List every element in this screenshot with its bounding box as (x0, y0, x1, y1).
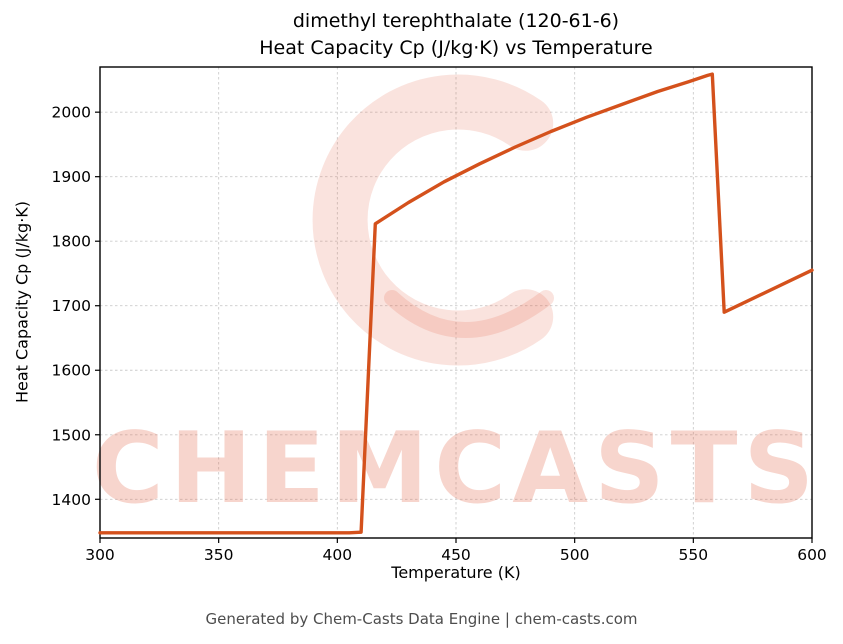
y-tick-label: 1600 (52, 362, 91, 380)
y-tick-label: 1800 (52, 233, 91, 251)
y-tick-label: 1900 (52, 168, 91, 186)
chart-title-line2: Heat Capacity Cp (J/kg·K) vs Temperature (259, 37, 653, 59)
chemcasts-c-logo (312, 74, 554, 366)
watermark-text: CHEMCASTS (92, 412, 820, 526)
y-tick-label: 1700 (52, 297, 91, 315)
x-tick-label: 600 (797, 546, 827, 564)
chart-title-line1: dimethyl terephthalate (120-61-6) (292, 10, 620, 32)
x-tick-label: 300 (85, 546, 115, 564)
x-tick-label: 400 (323, 546, 353, 564)
x-tick-label: 550 (679, 546, 709, 564)
chemcasts-logo-swoosh (384, 290, 554, 338)
y-axis-label: Heat Capacity Cp (J/kg·K) (12, 200, 32, 404)
footer-credit: Generated by Chem-Casts Data Engine | ch… (205, 610, 638, 628)
y-tick-label: 2000 (52, 104, 91, 122)
x-tick-label: 450 (441, 546, 471, 564)
y-tick-label: 1500 (52, 426, 91, 444)
x-tick-label: 350 (204, 546, 234, 564)
y-tick-label: 1400 (52, 491, 91, 509)
x-axis-label: Temperature (K) (391, 563, 521, 582)
chart-title: dimethyl terephthalate (120-61-6) Heat C… (100, 8, 812, 62)
cp-data-line (98, 72, 814, 535)
x-tick-label: 500 (560, 546, 590, 564)
